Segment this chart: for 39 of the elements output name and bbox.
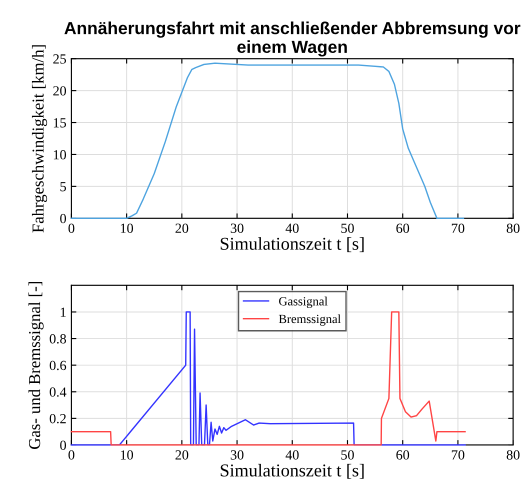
- x-tick-label: 50: [341, 224, 354, 233]
- chart-title: Annäherungsfahrt mit anschließender Abbremsung vor einem Wagen: [64, 22, 520, 57]
- line-series: [70, 62, 464, 220]
- y-tick-label: 5: [60, 182, 66, 192]
- y-tick-label: 1: [60, 308, 66, 317]
- y-tick-label: 0.6: [50, 360, 66, 370]
- x-tick-label: 20: [176, 224, 188, 233]
- y-tick-label: 0.8: [50, 334, 66, 344]
- x-tick-label: 10: [120, 450, 134, 460]
- x-tick-label: 80: [506, 450, 520, 460]
- x-axis-title: Simulationszeit t [s]: [220, 464, 364, 479]
- x-tick-label: 30: [230, 224, 244, 233]
- y-tick-label: 15: [54, 118, 66, 128]
- y-axis-title: Fahrgeschwindigkeit [km/h]: [32, 45, 48, 233]
- x-tick-label: 70: [452, 450, 464, 460]
- x-tick-label: 60: [396, 224, 410, 233]
- x-tick-label: 50: [341, 450, 354, 460]
- y-axis-title: Gas- und Bremssignal [-]: [28, 282, 44, 449]
- x-tick-label: 40: [286, 224, 299, 233]
- x-tick-label: 60: [396, 450, 410, 460]
- x-tick-label: 20: [176, 450, 188, 460]
- y-tick-label: 10: [54, 150, 66, 160]
- x-tick-label: 0: [68, 224, 74, 233]
- x-axis-title: Simulationszeit t [s]: [220, 237, 364, 252]
- legend-label: Bremssignal: [278, 314, 341, 326]
- x-tick-label: 40: [286, 450, 299, 460]
- x-tick-label: 0: [68, 450, 74, 460]
- y-tick-label: 0: [60, 214, 66, 224]
- x-tick-label: 30: [230, 450, 244, 460]
- legend-label: Gassignal: [279, 296, 328, 308]
- x-tick-label: 10: [120, 224, 134, 233]
- y-tick-label: 0.4: [50, 387, 66, 397]
- y-tick-label: 20: [53, 86, 66, 96]
- y-tick-label: 0.2: [50, 414, 66, 424]
- y-tick-label: 25: [53, 54, 66, 64]
- x-tick-label: 80: [506, 224, 520, 233]
- x-tick-label: 70: [452, 224, 464, 233]
- line-series: [70, 311, 466, 446]
- y-tick-label: 0: [60, 440, 66, 450]
